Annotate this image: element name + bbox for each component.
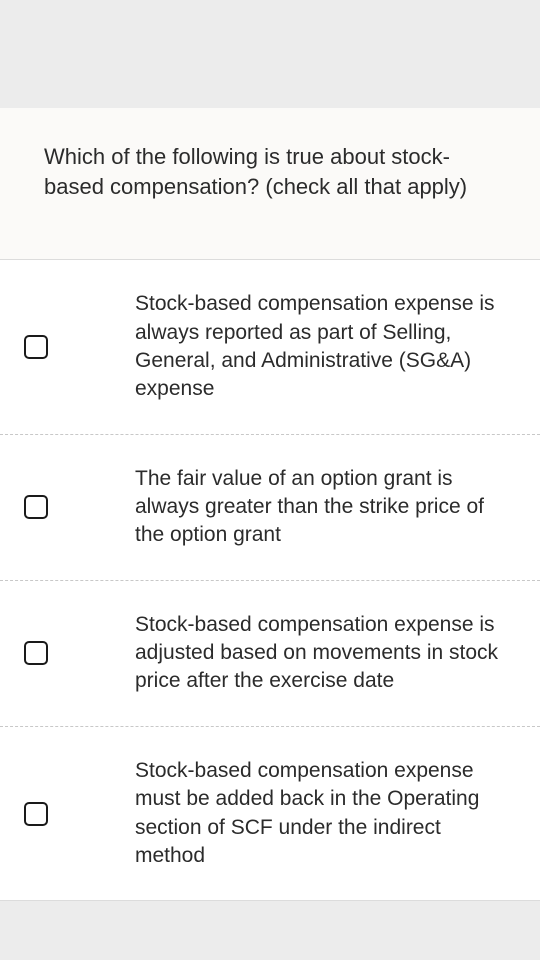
option-row[interactable]: The fair value of an option grant is alw…	[0, 435, 540, 581]
option-label: Stock-based compensation expense must be…	[135, 757, 520, 870]
question-panel: Which of the following is true about sto…	[0, 108, 540, 260]
top-spacer	[0, 0, 540, 108]
checkbox-input[interactable]	[24, 495, 48, 519]
checkbox-input[interactable]	[24, 802, 48, 826]
option-label: The fair value of an option grant is alw…	[135, 465, 520, 550]
option-row[interactable]: Stock-based compensation expense must be…	[0, 727, 540, 901]
options-list: Stock-based compensation expense is alwa…	[0, 260, 540, 901]
option-label: Stock-based compensation expense is alwa…	[135, 290, 520, 403]
option-row[interactable]: Stock-based compensation expense is adju…	[0, 581, 540, 727]
checkbox-input[interactable]	[24, 641, 48, 665]
option-label: Stock-based compensation expense is adju…	[135, 611, 520, 696]
checkbox-input[interactable]	[24, 335, 48, 359]
question-prompt: Which of the following is true about sto…	[44, 142, 496, 201]
checkbox-cell	[20, 335, 135, 359]
checkbox-cell	[20, 641, 135, 665]
checkbox-cell	[20, 495, 135, 519]
checkbox-cell	[20, 802, 135, 826]
option-row[interactable]: Stock-based compensation expense is alwa…	[0, 260, 540, 434]
